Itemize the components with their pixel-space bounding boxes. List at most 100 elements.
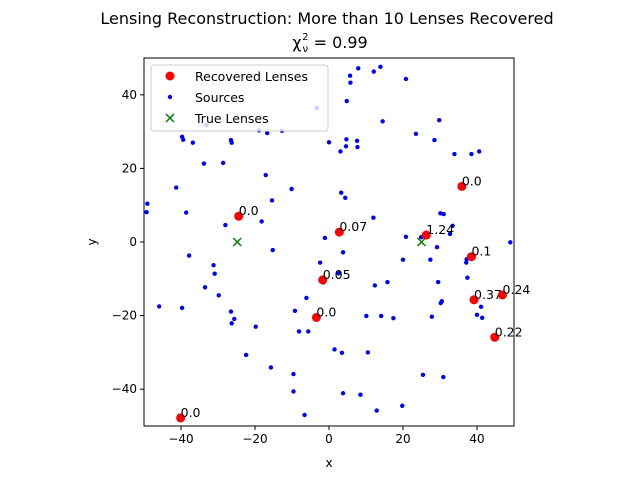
source-point [403, 76, 409, 82]
source-point [355, 144, 360, 150]
source-point [292, 308, 298, 314]
y-tick-label: 0 [129, 235, 137, 249]
source-point [190, 140, 196, 145]
source-point [338, 149, 343, 154]
source-point [441, 374, 446, 380]
source-point [380, 119, 385, 124]
source-point [340, 391, 346, 396]
source-point [371, 69, 376, 74]
source-point [243, 352, 249, 358]
recovered-lens-point [490, 332, 500, 342]
source-point [438, 211, 443, 216]
source-point [400, 403, 405, 408]
recovered-lens-label: 0.22 [495, 324, 523, 339]
source-point [347, 73, 353, 78]
source-point [429, 314, 435, 319]
x-tick-label: −20 [242, 432, 267, 446]
recovered-lens-point [176, 413, 186, 423]
source-point [145, 201, 150, 206]
source-point [211, 262, 216, 268]
source-point [354, 138, 360, 143]
source-point [356, 66, 361, 71]
source-point [223, 222, 228, 228]
chart-title-line2: χν2 = 0.99 [292, 32, 367, 55]
source-point [268, 365, 274, 370]
source-point [452, 151, 457, 157]
source-point [156, 304, 162, 309]
source-point [344, 137, 349, 142]
source-point [270, 247, 275, 253]
source-point [364, 313, 369, 319]
recovered-lens-point [466, 252, 476, 262]
source-point [420, 372, 426, 378]
source-point [441, 211, 446, 217]
source-point [391, 315, 396, 321]
x-tick-label: −40 [168, 432, 193, 446]
source-point [432, 137, 437, 143]
source-point [508, 240, 513, 245]
source-point [358, 392, 363, 397]
source-point [413, 131, 419, 137]
legend: Recovered Lenses Sources True Lenses [150, 64, 329, 132]
source-point [304, 295, 309, 301]
recovered-lens-label: 0.07 [339, 219, 367, 234]
source-point [220, 160, 226, 166]
recovered-lens-label: 0.05 [323, 267, 351, 282]
source-point [229, 140, 234, 145]
source-point [326, 140, 332, 145]
source-point [437, 117, 442, 123]
source-point [374, 408, 379, 413]
source-point [469, 151, 474, 157]
source-point [212, 271, 217, 276]
source-point [202, 285, 208, 290]
source-point [339, 190, 344, 195]
source-point [434, 244, 440, 250]
y-tick-label: −40 [112, 382, 137, 396]
source-point [435, 279, 441, 285]
recovered-lens-label: 0.37 [474, 287, 502, 302]
source-point [232, 316, 237, 322]
recovered-lens-point [311, 312, 321, 322]
x-tick-label: 20 [395, 432, 410, 446]
source-point [340, 250, 346, 255]
source-point [465, 275, 470, 280]
legend-true-marker [165, 113, 175, 123]
source-point [344, 98, 349, 104]
source-point [291, 389, 296, 394]
y-tick-label: −20 [112, 309, 137, 323]
source-point [479, 315, 485, 321]
source-point [450, 223, 455, 229]
legend-sources-label: Sources [195, 90, 244, 105]
x-tick-label: 0 [325, 432, 333, 446]
source-point [179, 305, 185, 311]
source-point [332, 347, 337, 352]
source-point [265, 130, 270, 136]
source-point [144, 209, 149, 215]
plot-area: 0.0 0.07 0.05 0.0 1.24 0.0 0.1 0.37 0.24 0.22 0.0 [144, 64, 530, 423]
source-point [474, 312, 480, 318]
source-point [378, 64, 383, 70]
source-point [291, 371, 296, 377]
legend-sources-marker [167, 94, 173, 100]
source-point [322, 235, 328, 241]
recovered-lens-label: 0.1 [471, 244, 491, 259]
true-lens-stroke [232, 237, 242, 247]
source-point [447, 231, 453, 237]
y-axis-label: y [85, 238, 99, 245]
source-point [259, 219, 264, 224]
true-lens-stroke [416, 237, 427, 247]
true-lens-marker [416, 237, 427, 247]
source-point [371, 215, 376, 220]
source-point [385, 279, 390, 285]
recovered-lens-point [234, 211, 244, 221]
true-lens-marker [232, 237, 242, 247]
source-point [296, 329, 302, 334]
source-point [173, 185, 179, 190]
legend-recovered-marker [165, 71, 175, 81]
source-point [378, 313, 384, 319]
source-point [183, 210, 189, 215]
source-point [400, 257, 406, 262]
source-point [269, 198, 275, 203]
source-point [302, 412, 307, 418]
